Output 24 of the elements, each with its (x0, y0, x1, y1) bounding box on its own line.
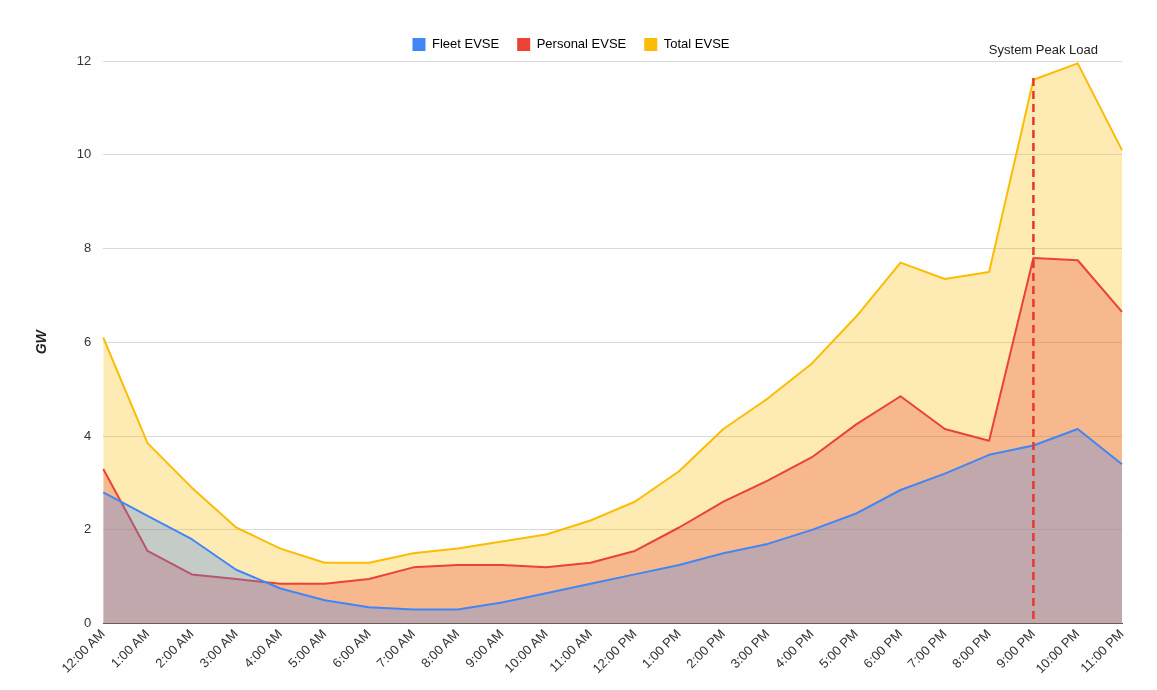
x-tick-label: 4:00 PM (771, 626, 817, 672)
x-tick-label: 8:00 PM (948, 626, 994, 672)
y-tick-label: 2 (84, 521, 92, 537)
y-tick-label: 10 (76, 146, 92, 162)
y-tick-label: 0 (84, 615, 92, 631)
x-tick-label: 7:00 PM (904, 626, 950, 672)
x-tick-label: 4:00 AM (240, 626, 286, 671)
x-tick-label: 6:00 AM (329, 626, 374, 671)
ref-line-label: System Peak Load (988, 42, 1098, 58)
x-tick-label: 1:00 PM (638, 626, 684, 672)
y-tick-label: 12 (76, 52, 92, 68)
x-tick-label: 3:00 PM (727, 626, 773, 672)
x-tick-label: 8:00 AM (417, 626, 463, 671)
legend-label: Personal EVSE (536, 36, 627, 52)
legend-label: Fleet EVSE (431, 36, 500, 52)
x-tick-label: 5:00 PM (816, 626, 861, 672)
legend-label: Total EVSE (663, 36, 730, 52)
x-tick-label: 7:00 AM (373, 626, 418, 671)
y-tick-label: 4 (84, 427, 92, 443)
x-tick-label: 6:00 PM (860, 626, 906, 672)
x-tick-label: 5:00 AM (285, 626, 330, 671)
y-axis-title: GW (33, 328, 50, 355)
y-tick-label: 6 (84, 333, 92, 349)
y-tick-label: 8 (84, 240, 92, 256)
